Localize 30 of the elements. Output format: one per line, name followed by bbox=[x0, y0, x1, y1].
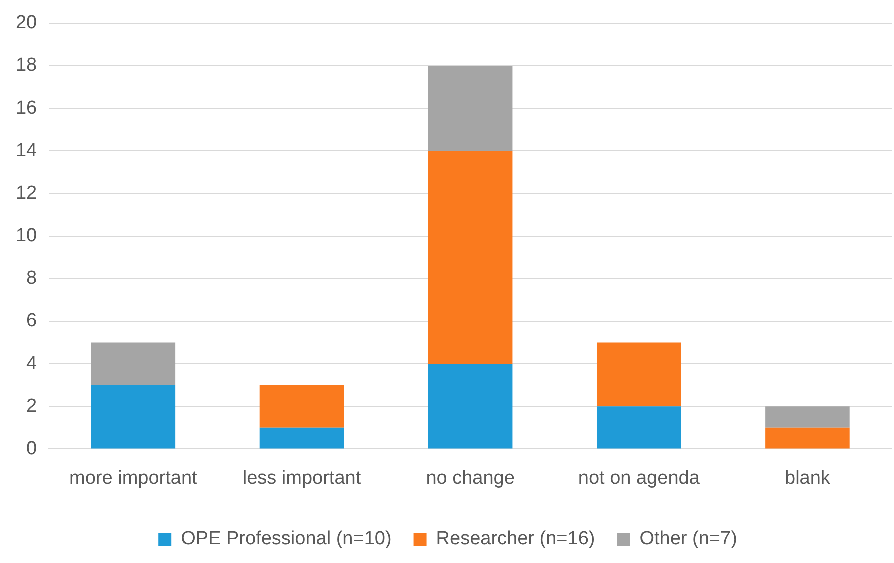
x-tick-label: less important bbox=[242, 468, 362, 489]
y-tick-label: 10 bbox=[16, 226, 38, 247]
x-tick-label: more important bbox=[70, 468, 198, 489]
y-tick-label: 18 bbox=[16, 55, 38, 76]
legend-label: Other (n=7) bbox=[640, 528, 738, 550]
bar bbox=[428, 151, 513, 364]
bar bbox=[596, 406, 682, 449]
y-tick-label: 20 bbox=[16, 12, 38, 34]
y-tick-label: 16 bbox=[16, 98, 38, 119]
legend-label: OPE Professional (n=10) bbox=[181, 528, 392, 550]
y-tick-label: 2 bbox=[26, 396, 38, 417]
y-tick-label: 12 bbox=[16, 182, 38, 204]
bar bbox=[766, 406, 850, 428]
bar bbox=[428, 364, 513, 449]
bar bbox=[91, 385, 176, 449]
y-tick-label: 8 bbox=[26, 268, 38, 290]
y-tick-label: 4 bbox=[26, 353, 38, 374]
bar bbox=[766, 428, 850, 449]
x-tick-label: not on agenda bbox=[578, 468, 700, 489]
x-tick-label: blank bbox=[785, 468, 831, 489]
legend-label: Researcher (n=16) bbox=[436, 528, 596, 550]
x-tick-label: no change bbox=[426, 468, 515, 489]
bar bbox=[260, 385, 344, 428]
bar bbox=[428, 66, 513, 152]
y-tick-label: 6 bbox=[26, 310, 38, 332]
y-tick-label: 14 bbox=[16, 140, 38, 162]
y-tick-label: 0 bbox=[26, 438, 38, 460]
bar bbox=[596, 342, 682, 407]
bar bbox=[91, 342, 176, 386]
bar bbox=[260, 428, 344, 449]
